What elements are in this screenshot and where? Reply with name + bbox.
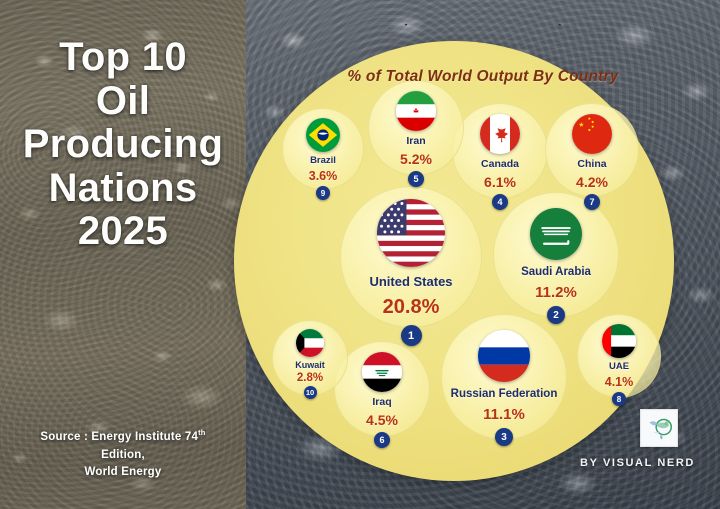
rank-badge-russian-federation: 3 [495, 428, 513, 446]
country-name-iran: Iran [406, 135, 426, 147]
flag-iraq [362, 352, 402, 392]
country-name-iraq: Iraq [372, 396, 392, 408]
curved-title-svg: Petroleum Production [401, 24, 565, 30]
country-name-russian-federation: Russian Federation [450, 388, 558, 400]
bubble-iraq[interactable]: Iraq 4.5% 6 [334, 341, 430, 448]
country-percent-uae: 4.1% [604, 375, 634, 389]
country-name-china: China [577, 158, 607, 170]
flag-uae [602, 324, 636, 358]
rank-badge-china: 7 [584, 194, 600, 210]
country-percent-canada: 6.1% [484, 174, 516, 190]
country-percent-iraq: 4.5% [366, 412, 398, 428]
rank-badge-brazil: 9 [316, 186, 330, 200]
flag-united-states [377, 199, 445, 267]
left-background-panel [0, 0, 246, 509]
bubble-russian-federation[interactable]: Russian Federation 11.1% 3 [441, 314, 567, 446]
bubble-uae[interactable]: UAE 4.1% 8 [577, 314, 661, 406]
source-ordinal: th [198, 428, 206, 438]
bubble-kuwait[interactable]: Kuwait 2.8% 10 [272, 320, 348, 399]
bubble-china[interactable]: China 4.2% 7 [545, 103, 639, 210]
bubble-iran[interactable]: Iran 5.2% 5 [368, 80, 464, 187]
rank-badge-iraq: 6 [374, 432, 390, 448]
page-title: Top 10 Oil Producing Nations 2025 [0, 35, 246, 254]
rank-badge-uae: 8 [612, 392, 626, 406]
curved-title-text: Petroleum Production [401, 24, 565, 30]
flag-russian-federation [478, 330, 530, 382]
country-percent-brazil: 3.6% [308, 169, 338, 183]
watermark-text: BY VISUAL NERD [580, 457, 695, 469]
flag-saudi-arabia [530, 208, 582, 260]
country-name-kuwait: Kuwait [295, 360, 325, 370]
flag-iran [396, 91, 436, 131]
country-name-uae: UAE [608, 361, 630, 372]
rank-badge-saudi-arabia: 2 [547, 306, 565, 324]
title-line-1: Top 10 [59, 35, 187, 79]
flag-brazil [306, 118, 340, 152]
visual-nerd-logo-icon [640, 409, 678, 447]
country-percent-russian-federation: 11.1% [483, 406, 525, 423]
title-line-4: Nations [48, 165, 198, 210]
country-percent-united-states: 20.8% [382, 296, 440, 318]
flag-china [572, 114, 612, 154]
rank-badge-united-states: 1 [400, 325, 422, 346]
chart-subtitle: % of Total World Output By Country [347, 68, 619, 85]
source-line-3: World Energy [84, 465, 162, 478]
source-text-a: Source : Energy Institute 74 [40, 431, 199, 444]
svg-text:Petroleum Production: Petroleum Production [401, 24, 565, 30]
title-line-3: Producing [22, 122, 224, 167]
country-percent-china: 4.2% [576, 174, 608, 190]
title-line-5: 2025 [77, 209, 169, 254]
country-name-saudi-arabia: Saudi Arabia [521, 266, 591, 278]
source-citation: Source : Energy Institute 74th Edition, … [0, 427, 246, 481]
bubble-united-states[interactable]: United States 20.8% 1 [340, 186, 482, 346]
rank-badge-kuwait: 10 [303, 386, 317, 399]
rank-badge-iran: 5 [408, 171, 424, 187]
bubble-brazil[interactable]: Brazil 3.6% 9 [282, 108, 364, 200]
flag-canada [480, 114, 520, 154]
country-name-brazil: Brazil [310, 155, 336, 166]
country-name-united-states: United States [369, 274, 453, 289]
country-percent-saudi-arabia: 11.2% [535, 284, 577, 301]
title-line-2: Oil [95, 78, 151, 123]
rank-badge-canada: 4 [492, 194, 508, 210]
flag-kuwait [296, 329, 324, 357]
country-percent-kuwait: 2.8% [296, 372, 324, 384]
country-name-canada: Canada [481, 158, 519, 170]
bubble-canada[interactable]: Canada 6.1% 4 [452, 103, 548, 210]
bubble-saudi-arabia[interactable]: Saudi Arabia 11.2% 2 [493, 192, 619, 324]
country-percent-iran: 5.2% [400, 151, 432, 167]
source-line-1: Source : Energy Institute 74th [14, 427, 232, 446]
source-line-2: Edition, [101, 448, 145, 461]
